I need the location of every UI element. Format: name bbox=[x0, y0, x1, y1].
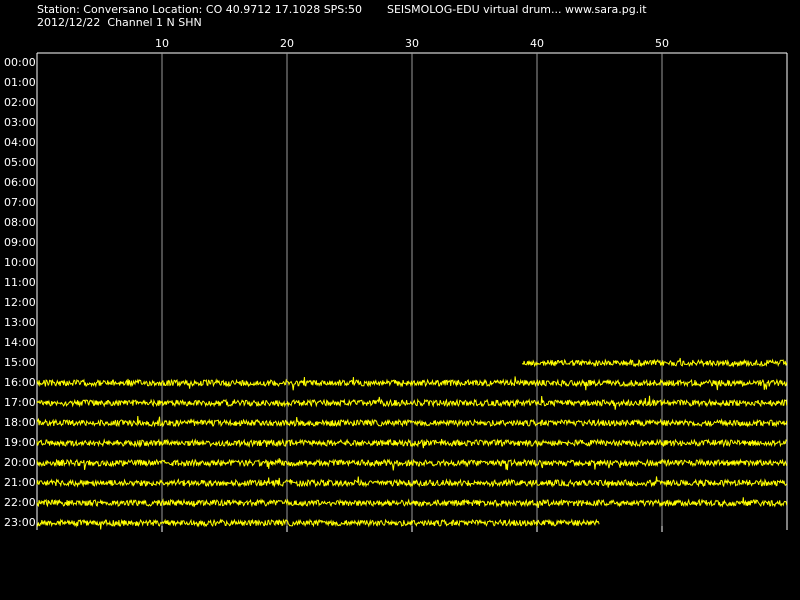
row-label: 07:00 bbox=[4, 196, 36, 209]
row-label: 12:00 bbox=[4, 296, 36, 309]
row-label: 21:00 bbox=[4, 476, 36, 489]
row-label: 05:00 bbox=[4, 156, 36, 169]
row-label: 20:00 bbox=[4, 456, 36, 469]
x-tick-label: 20 bbox=[280, 37, 294, 50]
trace bbox=[36, 376, 788, 391]
trace bbox=[36, 476, 788, 488]
row-label: 13:00 bbox=[4, 316, 36, 329]
row-label: 03:00 bbox=[4, 116, 36, 129]
trace bbox=[36, 415, 788, 428]
trace bbox=[36, 497, 788, 508]
trace bbox=[36, 395, 788, 410]
row-label: 11:00 bbox=[4, 276, 36, 289]
station-info: Station: Conversano Location: CO 40.9712… bbox=[37, 3, 362, 16]
trace bbox=[521, 357, 788, 368]
row-label: 17:00 bbox=[4, 396, 36, 409]
row-label: 01:00 bbox=[4, 76, 36, 89]
row-label: 10:00 bbox=[4, 256, 36, 269]
date-channel: 2012/12/22 Channel 1 N SHN bbox=[37, 16, 202, 29]
trace bbox=[36, 518, 600, 530]
row-label: 14:00 bbox=[4, 336, 36, 349]
row-label: 08:00 bbox=[4, 216, 36, 229]
row-label: 22:00 bbox=[4, 496, 36, 509]
app-info: SEISMOLOG-EDU virtual drum... www.sara.p… bbox=[387, 3, 647, 16]
x-tick-label: 10 bbox=[155, 37, 169, 50]
row-label: 15:00 bbox=[4, 356, 36, 369]
trace bbox=[36, 458, 788, 471]
row-label: 02:00 bbox=[4, 96, 36, 109]
row-label: 06:00 bbox=[4, 176, 36, 189]
row-label: 23:00 bbox=[4, 516, 36, 529]
row-label: 16:00 bbox=[4, 376, 36, 389]
row-label: 00:00 bbox=[4, 56, 36, 69]
row-label: 04:00 bbox=[4, 136, 36, 149]
x-tick-label: 40 bbox=[530, 37, 544, 50]
x-tick-label: 50 bbox=[655, 37, 669, 50]
row-label: 09:00 bbox=[4, 236, 36, 249]
x-tick-label: 30 bbox=[405, 37, 419, 50]
trace bbox=[36, 438, 788, 449]
row-label: 18:00 bbox=[4, 416, 36, 429]
row-label: 19:00 bbox=[4, 436, 36, 449]
